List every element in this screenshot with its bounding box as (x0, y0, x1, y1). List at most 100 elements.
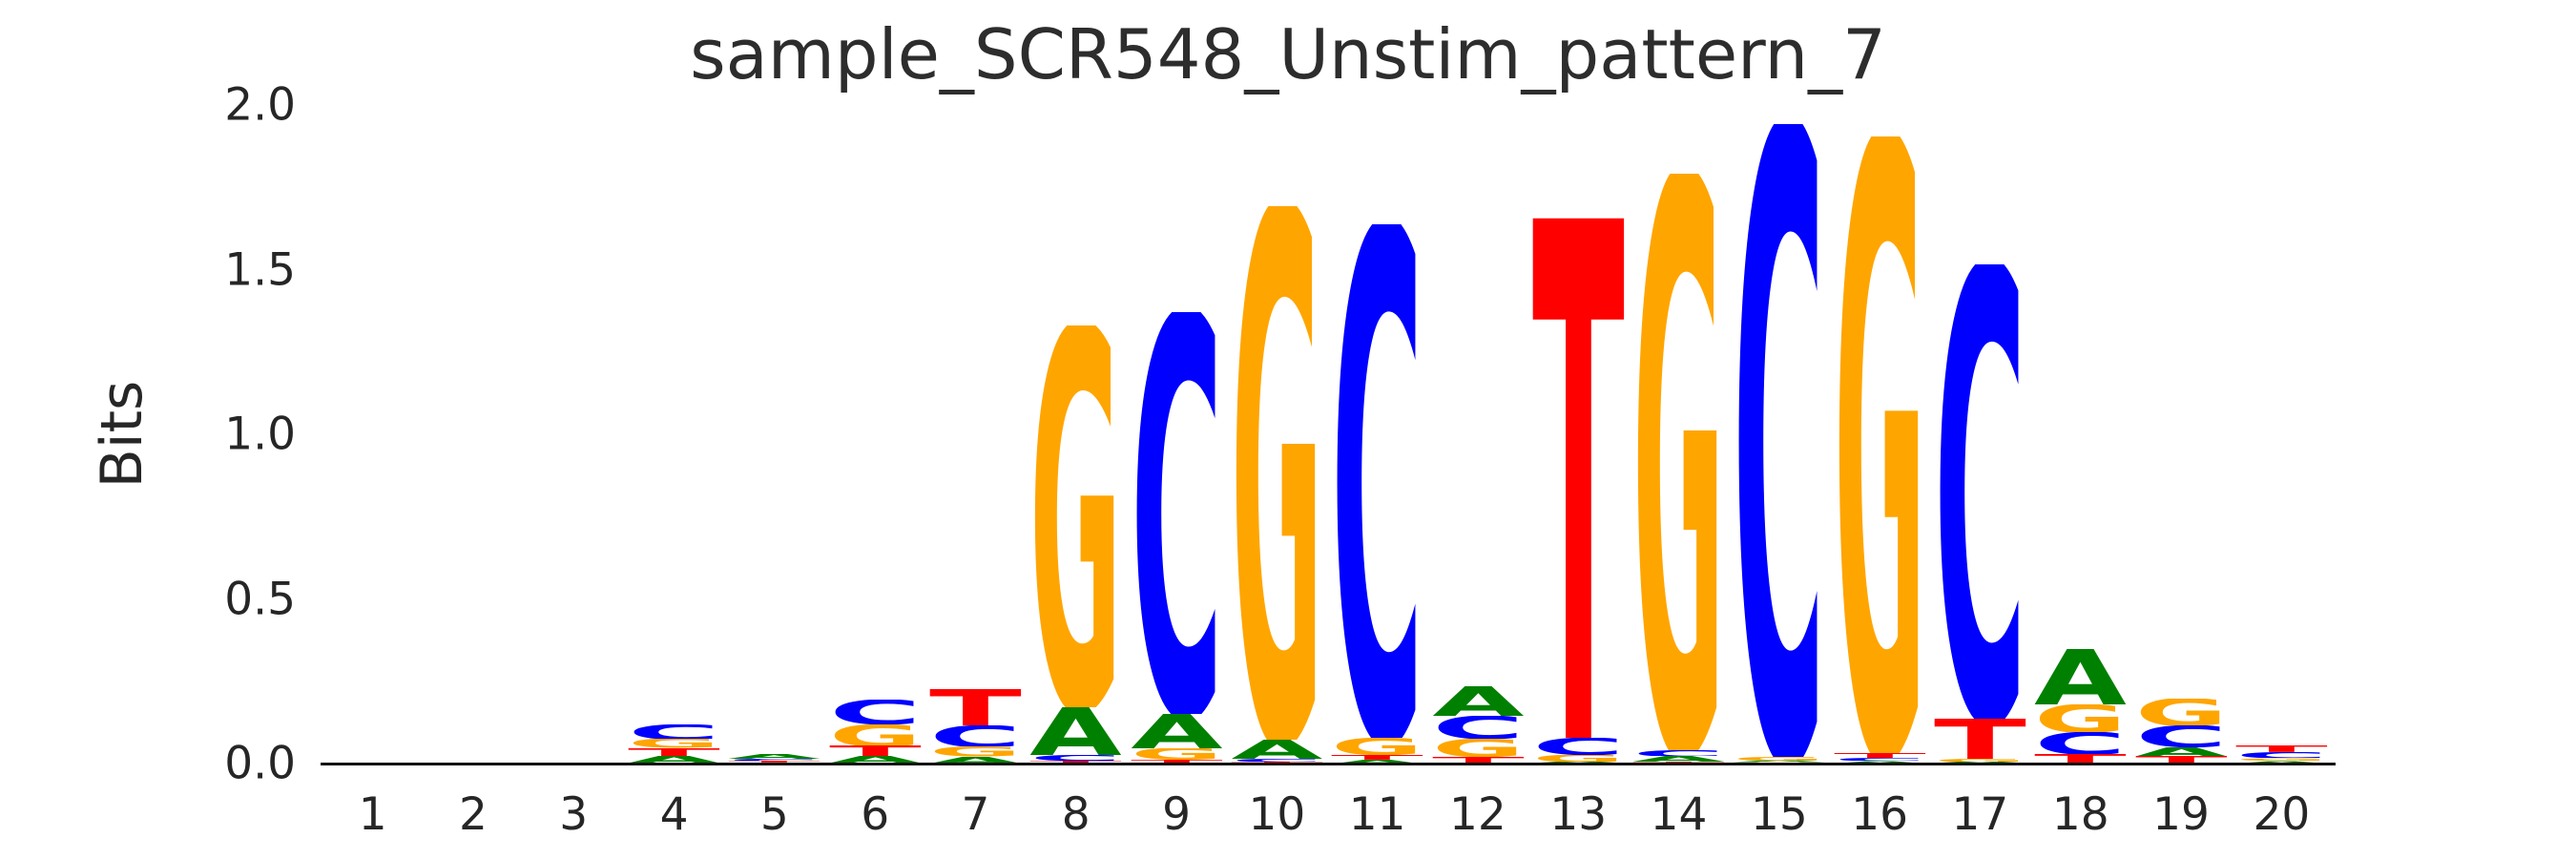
y-tick-label: 2.0 (224, 78, 296, 132)
svg-text:C: C (1532, 738, 1625, 755)
logo-letter-A: A (1231, 740, 1323, 759)
svg-text:A: A (1632, 756, 1725, 762)
logo-letter-A: A (1432, 686, 1525, 716)
logo-letter-G: G (2135, 699, 2228, 725)
logo-letter-C: C (1632, 750, 1725, 757)
x-tick-label: 7 (961, 788, 990, 841)
logo-letter-T: T (1934, 719, 2026, 759)
x-tick-label: 4 (659, 788, 689, 841)
logo-letter-T: T (929, 689, 1022, 725)
x-tick-label: 9 (1162, 788, 1191, 841)
logo-letter-C: C (2135, 725, 2228, 747)
y-tick-label: 1.0 (224, 408, 296, 461)
svg-text:C: C (1733, 124, 1825, 756)
svg-text:G: G (1834, 136, 1926, 752)
svg-text:T: T (728, 761, 821, 763)
svg-text:C: C (728, 759, 821, 761)
x-tick-label: 14 (1650, 788, 1708, 841)
svg-text:G: G (1733, 757, 1825, 761)
logo-letter-A: A (2034, 649, 2127, 704)
y-tick-label: 1.5 (224, 243, 296, 296)
svg-text:A: A (1029, 707, 1122, 755)
svg-text:T: T (2034, 754, 2127, 764)
logo-letter-A: A (829, 756, 922, 764)
svg-text:A: A (728, 754, 821, 759)
svg-text:A: A (829, 756, 922, 764)
x-tick-label: 3 (559, 788, 589, 841)
logo-letter-T: T (1029, 761, 1122, 764)
x-tick-label: 1 (358, 788, 387, 841)
x-axis-baseline (321, 763, 2336, 765)
x-tick-label: 8 (1061, 788, 1091, 841)
logo-letter-T: T (1131, 760, 1223, 764)
svg-text:A: A (1131, 714, 1223, 748)
chart-title: sample_SCR548_Unstim_pattern_7 (690, 14, 1886, 94)
logo-letter-G: G (1432, 739, 1525, 757)
logo-letter-C: C (728, 759, 821, 761)
svg-text:G: G (1231, 206, 1323, 740)
svg-text:C: C (2135, 725, 2228, 747)
svg-text:G: G (929, 746, 1022, 756)
svg-text:C: C (2034, 732, 2127, 754)
logo-letter-G: G (1632, 174, 1725, 750)
svg-text:G: G (1934, 759, 2026, 762)
svg-text:A: A (1331, 760, 1423, 764)
x-tick-label: 5 (759, 788, 789, 841)
logo-letter-A: A (929, 757, 1022, 764)
logo-letter-A: A (728, 754, 821, 759)
svg-text:A: A (1432, 686, 1525, 716)
logo-letter-C: C (829, 700, 922, 724)
svg-text:T: T (628, 748, 720, 756)
svg-text:C: C (829, 700, 922, 724)
svg-text:C: C (628, 724, 720, 740)
svg-text:T: T (929, 689, 1022, 725)
logo-letter-A: A (2235, 761, 2328, 764)
svg-text:G: G (1331, 738, 1423, 755)
x-tick-label: 13 (1549, 788, 1608, 841)
y-tick-label: 0.5 (224, 573, 296, 625)
logo-letter-G: G (929, 746, 1022, 756)
logo-letter-G: G (2235, 758, 2328, 761)
svg-text:C: C (1934, 264, 2026, 719)
logo-letter-C: C (2034, 732, 2127, 754)
logo-letter-G: G (1532, 755, 1625, 763)
logo-letter-C: C (628, 724, 720, 740)
svg-text:T: T (1834, 753, 1926, 758)
svg-text:A: A (2034, 649, 2127, 704)
logo-letter-G: G (1131, 748, 1223, 760)
svg-text:G: G (1632, 174, 1725, 750)
logo-letter-T: T (628, 748, 720, 756)
svg-text:C: C (1632, 750, 1725, 757)
logo-letter-G: G (1934, 759, 2026, 762)
logo-letter-C: C (1733, 124, 1825, 756)
x-tick-label: 17 (1951, 788, 2009, 841)
logo-letter-A: A (1131, 714, 1223, 748)
svg-text:A: A (2135, 747, 2228, 757)
logo-letter-C: C (1934, 264, 2026, 719)
x-tick-label: 15 (1750, 788, 1808, 841)
logo-letter-G: G (1331, 738, 1423, 755)
svg-text:G: G (829, 724, 922, 746)
svg-text:T: T (829, 745, 922, 756)
svg-text:T: T (1432, 757, 1525, 764)
y-tick-label: 0.0 (224, 737, 296, 790)
logo-letter-T: T (829, 745, 922, 756)
logo-letter-T: T (2135, 756, 2228, 764)
x-tick-label: 18 (2051, 788, 2109, 841)
svg-text:G: G (1131, 748, 1223, 760)
svg-text:A: A (1834, 761, 1926, 764)
logo-letter-A: A (628, 756, 720, 764)
logo-letter-C: C (2235, 752, 2328, 759)
svg-text:T: T (1331, 755, 1423, 760)
logo-letter-A: A (2135, 747, 2228, 757)
svg-text:G: G (2135, 699, 2228, 725)
svg-text:G: G (1532, 755, 1625, 763)
x-tick-label: 20 (2253, 788, 2311, 841)
logo-letter-G: G (829, 724, 922, 746)
svg-text:G: G (628, 739, 720, 748)
svg-text:T: T (2235, 745, 2328, 752)
svg-text:T: T (1934, 719, 2026, 759)
svg-text:G: G (1432, 739, 1525, 757)
logo-letter-G: G (1834, 136, 1926, 752)
